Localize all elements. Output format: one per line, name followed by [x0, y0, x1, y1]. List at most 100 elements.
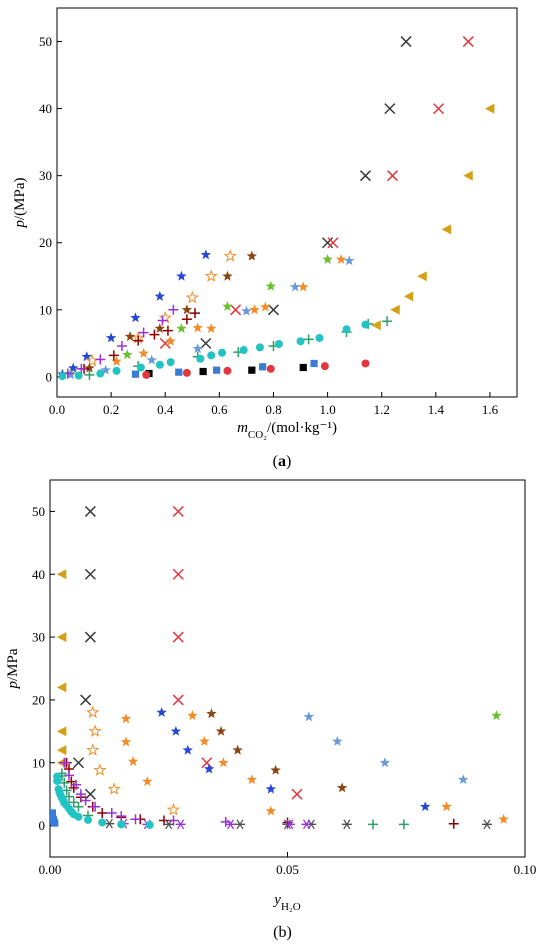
- x-tick-label: 1.2: [374, 402, 390, 417]
- data-point-star-open: [86, 705, 100, 719]
- data-point-star: [246, 774, 258, 785]
- data-point-star: [154, 290, 166, 301]
- x-tick-label: 1.4: [428, 402, 445, 417]
- data-point-asterisk: [225, 819, 236, 830]
- data-point-star: [260, 301, 271, 312]
- data-point-star: [68, 362, 79, 373]
- data-point-plus: [149, 329, 160, 340]
- data-point-triangle-left: [56, 745, 67, 756]
- data-point-circle: [142, 370, 151, 379]
- data-point-star-open: [166, 802, 181, 816]
- plot-frame: [49, 479, 526, 858]
- data-point-plus: [382, 316, 393, 327]
- data-point-star: [441, 801, 452, 812]
- data-point-x: [359, 170, 372, 182]
- data-point-star: [182, 744, 193, 755]
- series-6-star: [57, 249, 212, 379]
- data-point-x: [72, 757, 85, 769]
- data-point-star: [491, 710, 502, 721]
- data-point-plus: [59, 757, 70, 768]
- data-point-x: [386, 170, 399, 182]
- data-point-plus: [73, 801, 84, 812]
- data-point-circle: [117, 820, 126, 829]
- series-3-triangle-left: [371, 103, 495, 331]
- panel-label: (a): [273, 453, 292, 470]
- series-4-star-open: [86, 705, 181, 816]
- data-point-plus: [157, 315, 168, 326]
- data-point-star: [100, 364, 111, 375]
- data-point-plus: [181, 314, 192, 325]
- data-point-square: [310, 359, 318, 368]
- data-point-circle: [223, 366, 232, 375]
- data-point-star: [322, 254, 333, 264]
- data-point-plus: [398, 819, 409, 830]
- data-point-star: [146, 354, 157, 365]
- data-point-star: [203, 763, 215, 774]
- data-point-star: [336, 782, 348, 793]
- data-point-star: [122, 349, 133, 360]
- data-point-plus: [133, 335, 144, 346]
- data-point-star: [420, 801, 431, 812]
- data-point-plus: [168, 304, 179, 315]
- series-15-circle: [58, 320, 370, 381]
- data-point-circle: [296, 337, 305, 346]
- data-point-plus: [59, 777, 70, 788]
- data-point-circle: [155, 360, 164, 369]
- data-point-square: [131, 370, 140, 378]
- series-11-plus: [56, 768, 409, 830]
- data-point-x: [291, 788, 303, 800]
- data-point-square: [175, 368, 183, 376]
- chart-panel-b: 0.00 0.05 0.10 0 10 20 30 40 50 p/MPa yH₂O (b): [5, 479, 536, 941]
- data-point-x: [201, 757, 213, 769]
- x-axis-label: mCO₂/(mol·kg⁻¹): [237, 420, 337, 441]
- data-point-star: [192, 322, 203, 333]
- data-point-star: [206, 708, 217, 719]
- series-6-star: [120, 710, 509, 824]
- data-point-circle: [255, 343, 264, 352]
- data-point-triangle-left: [371, 320, 381, 331]
- data-point-circle: [315, 333, 324, 342]
- data-point-plus: [71, 779, 82, 790]
- data-point-square: [199, 367, 207, 376]
- x-tick-label: 0.2: [103, 402, 119, 417]
- data-point-circle: [53, 776, 62, 785]
- data-point-circle: [274, 340, 283, 349]
- data-point-star: [65, 369, 76, 380]
- data-point-triangle-left: [441, 224, 452, 235]
- y-tick-label: 50: [39, 34, 52, 49]
- data-point-star: [154, 323, 166, 334]
- data-point-star: [181, 304, 193, 315]
- series-7-star: [491, 710, 502, 721]
- data-point-plus: [95, 354, 106, 365]
- data-point-star: [84, 362, 95, 373]
- data-point-circle: [84, 815, 92, 824]
- data-point-x: [172, 694, 184, 706]
- series-2-square: [131, 359, 318, 378]
- data-point-star-open: [185, 290, 199, 304]
- data-point-star: [298, 281, 309, 292]
- data-point-circle: [58, 372, 67, 381]
- series-15-square: [50, 809, 59, 827]
- data-point-star: [458, 774, 469, 785]
- data-point-star: [206, 323, 217, 334]
- y-axis-label: p/(MPa): [12, 178, 28, 229]
- series-1-circle: [142, 359, 370, 379]
- x-tick-label: 0.4: [157, 402, 174, 417]
- data-point-plus: [97, 808, 108, 819]
- data-point-plus: [130, 814, 141, 825]
- data-point-circle: [182, 368, 191, 377]
- data-point-star-open: [93, 763, 107, 776]
- data-point-plus: [90, 801, 101, 812]
- data-point-star: [289, 281, 301, 292]
- data-point-star: [303, 711, 315, 722]
- data-point-square: [213, 366, 221, 374]
- data-point-star: [138, 347, 149, 358]
- data-point-circle: [74, 371, 83, 380]
- data-point-x: [267, 304, 280, 316]
- plot-frame: [56, 7, 518, 398]
- data-point-x: [432, 103, 445, 115]
- data-point-x: [327, 237, 339, 249]
- chart-panel-a: 0.0 0.2 0.4 0.6 0.8 1.0 1.2 1.4 1.6 0 10 20 30 40 50 p/…: [12, 7, 518, 470]
- data-point-star-open: [223, 249, 237, 262]
- data-point-star: [176, 323, 187, 334]
